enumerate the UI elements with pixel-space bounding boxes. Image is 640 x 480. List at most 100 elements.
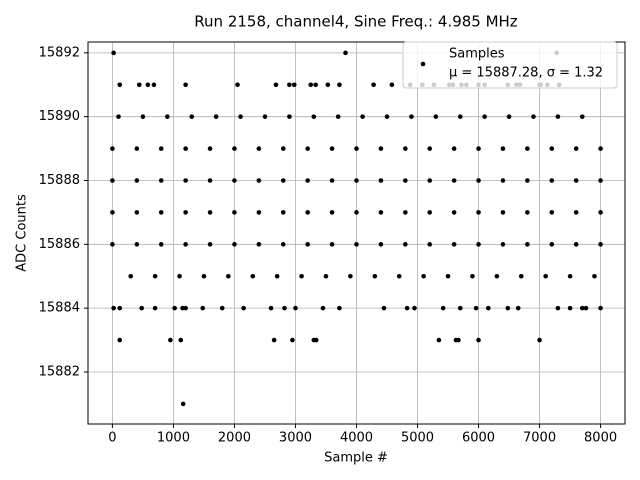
- point: [305, 146, 310, 151]
- point: [598, 242, 603, 247]
- point: [531, 114, 536, 119]
- point: [178, 337, 184, 343]
- point: [579, 114, 585, 119]
- point: [427, 210, 433, 215]
- point: [451, 210, 457, 215]
- point: [158, 210, 164, 215]
- point: [476, 210, 481, 215]
- point: [457, 305, 463, 311]
- x-tick-label: 8000: [584, 431, 617, 446]
- point: [567, 305, 573, 311]
- point: [128, 273, 134, 279]
- point: [378, 210, 384, 215]
- point: [427, 146, 433, 151]
- legend-box: [402, 41, 618, 89]
- point: [451, 242, 457, 247]
- y-tick-label: 15882: [39, 364, 80, 379]
- point: [598, 178, 603, 183]
- point: [241, 305, 246, 311]
- point: [256, 210, 262, 215]
- point: [354, 146, 359, 151]
- point: [110, 242, 115, 247]
- point: [110, 146, 115, 151]
- point: [525, 146, 530, 151]
- point: [207, 146, 213, 151]
- point: [427, 242, 433, 247]
- point: [183, 242, 188, 247]
- point: [116, 114, 121, 119]
- point: [268, 305, 274, 311]
- point: [110, 178, 115, 183]
- point: [354, 210, 359, 215]
- point: [494, 273, 500, 279]
- point: [117, 82, 123, 88]
- point: [573, 178, 579, 183]
- point: [525, 210, 530, 215]
- point: [598, 210, 603, 215]
- point: [134, 242, 140, 247]
- point: [136, 82, 142, 88]
- point: [555, 305, 561, 311]
- point: [111, 50, 116, 56]
- point: [476, 178, 481, 183]
- x-tick-label: 4000: [340, 431, 373, 446]
- point: [325, 82, 331, 88]
- point: [445, 273, 451, 279]
- point: [555, 114, 561, 119]
- point: [343, 50, 348, 56]
- plot-frame: [87, 41, 626, 425]
- y-tick-label: 15892: [39, 45, 80, 60]
- point: [165, 114, 170, 119]
- point: [381, 305, 387, 311]
- point: [313, 337, 319, 343]
- point: [152, 273, 158, 279]
- point: [287, 114, 292, 119]
- point: [451, 178, 457, 183]
- point: [134, 210, 140, 215]
- point: [145, 82, 151, 88]
- point: [308, 82, 314, 88]
- point: [506, 114, 512, 119]
- x-tick-label: 5000: [401, 431, 434, 446]
- point: [110, 210, 115, 215]
- point: [140, 114, 146, 119]
- point: [232, 242, 237, 247]
- point: [207, 178, 213, 183]
- point: [134, 146, 140, 151]
- point: [567, 273, 573, 279]
- x-tick-label: 2000: [218, 431, 251, 446]
- point: [378, 178, 384, 183]
- point: [305, 242, 310, 247]
- point: [329, 210, 335, 215]
- point: [403, 210, 408, 215]
- point: [207, 242, 213, 247]
- point: [525, 178, 530, 183]
- point: [177, 273, 182, 279]
- point: [282, 305, 287, 311]
- point: [219, 305, 225, 311]
- point: [117, 337, 123, 343]
- y-tick-label: 15888: [39, 173, 80, 188]
- x-tick-label: 3000: [279, 431, 312, 446]
- x-axis-label: Sample #: [324, 451, 388, 466]
- point: [183, 178, 188, 183]
- point: [305, 210, 310, 215]
- point: [183, 82, 188, 88]
- point: [525, 242, 530, 247]
- point: [320, 305, 326, 311]
- point: [280, 146, 286, 151]
- point: [232, 210, 237, 215]
- point: [440, 305, 446, 311]
- point: [482, 114, 487, 119]
- point: [232, 178, 237, 183]
- point: [427, 178, 433, 183]
- point: [403, 178, 408, 183]
- point: [579, 305, 585, 311]
- point: [598, 146, 603, 151]
- point: [293, 305, 298, 311]
- point: [235, 82, 240, 88]
- point: [500, 178, 506, 183]
- point: [271, 337, 277, 343]
- point: [313, 82, 318, 88]
- point: [573, 210, 579, 215]
